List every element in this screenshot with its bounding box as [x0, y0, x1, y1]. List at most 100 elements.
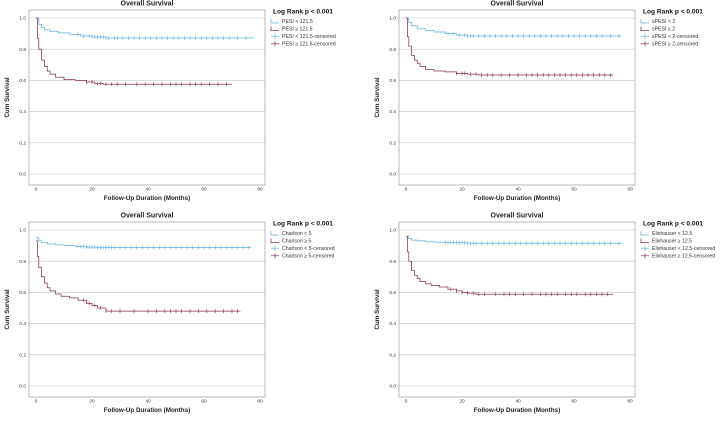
plot-frame [28, 221, 266, 398]
legend-entry: sPESI < 2 [652, 19, 675, 25]
y-tick-label: 0.4 [389, 321, 396, 327]
x-tick-label: 0 [405, 187, 408, 193]
y-tick-label: 0.6 [19, 290, 26, 296]
x-tick-label: 80 [627, 399, 633, 405]
x-tick-label: 80 [627, 187, 633, 193]
chart-panel-3: Overall Survival 0.0 0.2 0.4 0.6 0.8 1.0 0 20 40 6… [4, 213, 335, 415]
survival-curve-2 [36, 240, 241, 312]
legend-line-icon [640, 26, 649, 31]
survival-curve-1 [406, 235, 622, 244]
legend-entry: Charlson < 5 [282, 231, 312, 237]
chart-title: Overall Survival [121, 1, 174, 8]
y-tick-label: 0.4 [19, 109, 26, 115]
legend-line-icon [640, 231, 649, 236]
y-tick-label: 0.8 [389, 259, 396, 265]
survival-curve-2 [406, 235, 614, 295]
y-tick-label: 0.2 [389, 140, 396, 146]
y-tick-label: 0.6 [19, 78, 26, 84]
legend-entry: PESI ≥ 121.5 [282, 26, 313, 32]
y-tick-label: 0.2 [19, 352, 26, 358]
chart-title: Overall Survival [121, 213, 174, 220]
x-tick-label: 40 [515, 399, 521, 405]
x-tick-label: 20 [459, 187, 465, 193]
y-tick-label: 0.8 [389, 47, 396, 53]
x-tick-label: 40 [145, 187, 151, 193]
y-tick-label: 0.8 [19, 259, 26, 265]
y-tick-label: 0.2 [389, 352, 396, 358]
x-tick-label: 20 [89, 399, 95, 405]
x-tick-label: 20 [89, 187, 95, 193]
legend-line-icon [270, 238, 279, 243]
x-tick-label: 80 [257, 187, 263, 193]
y-tick-label: 1.0 [389, 228, 396, 234]
y-tick-label: 0.0 [389, 384, 396, 390]
legend-line-icon [640, 238, 649, 243]
y-tick-label: 1.0 [19, 16, 26, 22]
x-tick-label: 60 [201, 187, 207, 193]
plot-frame [398, 221, 636, 398]
x-tick-label: 40 [145, 399, 151, 405]
x-axis-label: Follow-Up Duration (Months) [104, 195, 190, 202]
y-tick-label: 0.0 [389, 172, 396, 178]
y-axis-label: Cum Survival [4, 289, 11, 329]
legend-line-icon [640, 19, 649, 24]
plot-frame [398, 9, 636, 186]
chart-panel-1: Overall Survival 0.0 0.2 0.4 0.6 0.8 1.0 0 20 40 6… [4, 1, 336, 203]
x-tick-label: 80 [257, 399, 263, 405]
survival-curve-1 [36, 237, 252, 248]
legend-entry: Elixhauser ≥ 12.5 [652, 238, 692, 244]
x-axis-label: Follow-Up Duration (Months) [104, 407, 190, 414]
log-rank-annotation: Log Rank p < 0.001 [273, 221, 333, 228]
y-axis-label: Cum Survival [4, 77, 11, 117]
chart-panel-2: Overall Survival 0.0 0.2 0.4 0.6 0.8 1.0 0 20 40 6… [374, 1, 703, 203]
x-tick-label: 60 [201, 399, 207, 405]
y-axis-label: Cum Survival [374, 289, 381, 329]
chart-title: Overall Survival [491, 213, 544, 220]
legend-entry: sPESI ≥ 2 [652, 26, 675, 32]
survival-curve-1 [36, 17, 255, 39]
x-tick-label: 60 [571, 399, 577, 405]
y-tick-label: 0.0 [19, 172, 26, 178]
x-axis-label: Follow-Up Duration (Months) [474, 407, 560, 414]
legend-entry: Charlson ≥ 5-censored [282, 254, 335, 260]
plot-frame [28, 9, 266, 186]
y-tick-label: 0.6 [389, 78, 396, 84]
chart-panel-4: Overall Survival 0.0 0.2 0.4 0.6 0.8 1.0 0 20 40 6… [374, 213, 715, 415]
y-axis-label: Cum Survival [374, 77, 381, 117]
y-tick-label: 0.4 [389, 109, 396, 115]
legend-entry: sPESI ≥ 2-censored [652, 42, 698, 48]
y-tick-label: 0.2 [19, 140, 26, 146]
legend-line-icon [270, 19, 279, 24]
legend-entry: PESI < 121.5 [282, 19, 313, 25]
x-axis-label: Follow-Up Duration (Months) [474, 195, 560, 202]
x-tick-label: 60 [571, 187, 577, 193]
survival-curve-2 [406, 17, 614, 76]
legend-entry: PESI ≥ 121.5-censored [282, 42, 336, 48]
survival-curve-1 [406, 17, 622, 37]
y-tick-label: 0.4 [19, 321, 26, 327]
legend-entry: PESI < 121.5-censored [282, 34, 336, 40]
survival-curve-2 [36, 17, 232, 85]
y-tick-label: 0.6 [389, 290, 396, 296]
x-tick-label: 40 [515, 187, 521, 193]
x-tick-label: 0 [35, 399, 38, 405]
legend-line-icon [270, 26, 279, 31]
x-tick-label: 20 [459, 399, 465, 405]
x-tick-label: 0 [35, 187, 38, 193]
legend-entry: Charlson ≥ 5 [282, 238, 311, 244]
y-tick-label: 1.0 [389, 16, 396, 22]
log-rank-annotation: Log Rank p < 0.001 [643, 9, 703, 16]
legend-entry: Elixhauser < 12.5 [652, 231, 692, 237]
legend-entry: sPESI < 2-censored [652, 34, 698, 40]
legend-entry: Elixhauser ≥ 12.5-censored [652, 254, 715, 260]
y-tick-label: 0.8 [19, 47, 26, 53]
log-rank-annotation: Log Rank p < 0.001 [273, 9, 333, 16]
legend-line-icon [270, 231, 279, 236]
y-tick-label: 1.0 [19, 228, 26, 234]
chart-title: Overall Survival [491, 1, 544, 8]
